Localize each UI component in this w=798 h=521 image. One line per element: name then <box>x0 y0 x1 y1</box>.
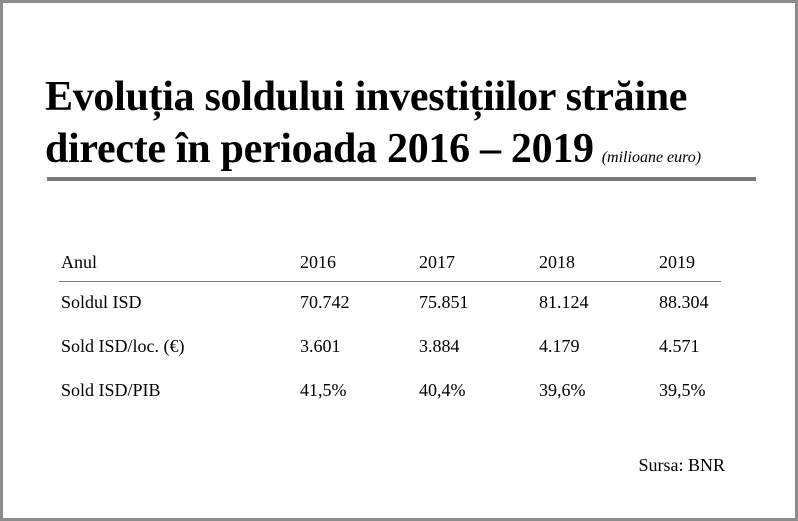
table-cell: 4.571 <box>659 336 700 356</box>
table-row: Sold ISD/PIB 41,5% 40,4% 39,6% 39,5% <box>59 370 721 414</box>
table-cell: 40,4% <box>419 380 466 400</box>
header-cell-2019: 2019 <box>659 252 695 272</box>
table-cell: 70.742 <box>300 292 350 312</box>
table-header-row: Anul 2016 2017 2018 2019 <box>59 243 721 282</box>
header-cell-2017: 2017 <box>419 252 455 272</box>
title-divider <box>47 177 756 181</box>
table-cell: 39,6% <box>539 380 586 400</box>
source-note: Sursa: BNR <box>638 455 725 475</box>
table-cell: 3.601 <box>300 336 341 356</box>
header-cell-2018: 2018 <box>539 252 575 272</box>
table-cell: 88.304 <box>659 292 709 312</box>
table-cell: 3.884 <box>419 336 460 356</box>
row-label: Sold ISD/loc. (€) <box>61 336 185 356</box>
header-cell-2016: 2016 <box>300 252 336 272</box>
title-line-2: directe în perioada 2016 – 2019 <box>45 126 594 172</box>
table-cell: 75.851 <box>419 292 469 312</box>
title-unit: (milioane euro) <box>601 149 702 166</box>
table-cell: 4.179 <box>539 336 580 356</box>
row-label: Soldul ISD <box>61 292 142 312</box>
table-cell: 39,5% <box>659 380 706 400</box>
data-table: Anul 2016 2017 2018 2019 Soldul ISD 70.7… <box>59 243 721 414</box>
row-label: Sold ISD/PIB <box>61 380 161 400</box>
table-cell: 81.124 <box>539 292 589 312</box>
page-title: Evoluția soldului investițiilor străine … <box>45 71 701 184</box>
header-cell-year-label: Anul <box>61 252 97 272</box>
table-cell: 41,5% <box>300 380 347 400</box>
table-row: Sold ISD/loc. (€) 3.601 3.884 4.179 4.57… <box>59 326 721 370</box>
title-line-1: Evoluția soldului investițiilor străine <box>45 74 688 120</box>
table-row: Soldul ISD 70.742 75.851 81.124 88.304 <box>59 282 721 326</box>
